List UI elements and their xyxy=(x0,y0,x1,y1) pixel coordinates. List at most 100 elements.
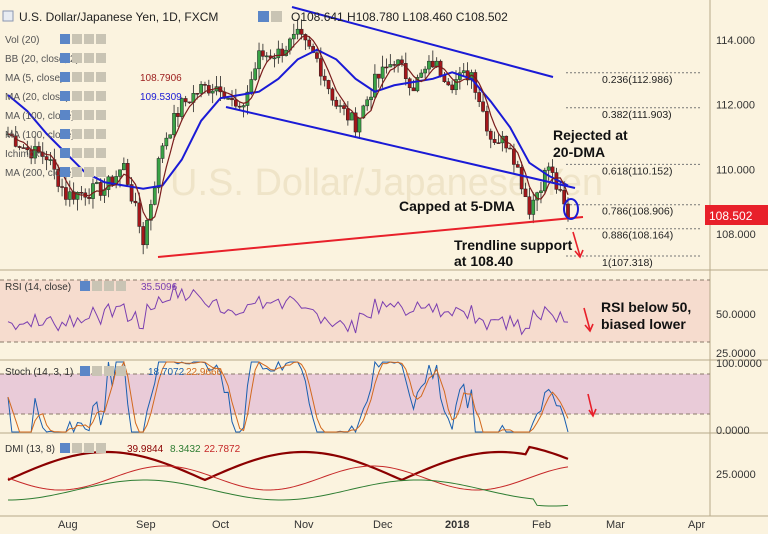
dmi-tool-icons[interactable] xyxy=(60,443,106,453)
candle-body xyxy=(245,91,250,106)
legend-tool-icon[interactable] xyxy=(72,72,82,82)
candle-body xyxy=(160,145,165,159)
candle-body xyxy=(527,196,532,215)
legend-tool-icon[interactable] xyxy=(96,34,106,44)
candle-body xyxy=(295,28,300,35)
legend-tool-icon[interactable] xyxy=(72,129,82,139)
legend-tool-icon[interactable] xyxy=(96,91,106,101)
legend-tool-icon[interactable] xyxy=(84,91,94,101)
candle-body xyxy=(156,158,161,189)
collapse-icon[interactable] xyxy=(2,10,14,22)
candle-body xyxy=(496,142,501,144)
candle-body xyxy=(237,105,242,108)
candle-body xyxy=(523,188,528,198)
candle-body xyxy=(365,99,370,107)
candle-body xyxy=(376,73,381,79)
legend-label: Vol (20) xyxy=(5,35,39,46)
candle-body xyxy=(415,77,420,92)
candle-body xyxy=(515,164,520,168)
stoch-tool-icons[interactable] xyxy=(80,366,126,376)
legend-tool-icon[interactable] xyxy=(72,148,82,158)
candle-body xyxy=(118,169,122,177)
legend-tool-icon[interactable] xyxy=(84,34,94,44)
candle-body xyxy=(342,105,346,109)
dmi-value-2: 8.3432 xyxy=(170,444,201,455)
highlight-circle xyxy=(563,198,579,220)
channel-lower-line xyxy=(225,106,576,189)
candle-body xyxy=(291,33,296,40)
rsi-tool-icons[interactable] xyxy=(80,281,126,291)
candle-body xyxy=(307,39,312,47)
legend-tool-icon[interactable] xyxy=(84,167,94,177)
legend-tool-icon[interactable] xyxy=(84,72,94,82)
legend-tool-icon[interactable] xyxy=(60,110,70,120)
stoch-k-value: 18.7072 xyxy=(148,367,185,378)
candle-body xyxy=(133,200,138,204)
candle-body xyxy=(48,159,53,161)
fib-level-label: 0.886(108.164) xyxy=(602,230,673,242)
legend-tool-icon[interactable] xyxy=(96,167,106,177)
legend-tool-icon[interactable] xyxy=(72,110,82,120)
candle-body xyxy=(477,92,482,103)
legend-value: 109.5309 xyxy=(140,92,182,103)
legend-tool-icon[interactable] xyxy=(84,53,94,63)
candle-body xyxy=(183,98,188,103)
legend-tool-icon[interactable] xyxy=(96,110,106,120)
current-price-tag xyxy=(705,205,768,225)
candle-body xyxy=(187,101,192,104)
legend-tool-icon[interactable] xyxy=(96,129,106,139)
legend-tool-icon[interactable] xyxy=(96,53,106,63)
legend-label: BB (20, close, 2) xyxy=(5,54,79,65)
time-tick-label: Oct xyxy=(212,519,229,531)
fib-level-label: 0.786(108.906) xyxy=(602,206,673,218)
candle-body xyxy=(203,84,207,86)
dmi-plus-path xyxy=(7,465,569,491)
candle-body xyxy=(67,191,72,200)
legend-tool-icon[interactable] xyxy=(72,34,82,44)
candle-body xyxy=(17,146,22,148)
time-tick-label: Feb xyxy=(532,519,551,531)
candle-body xyxy=(253,68,258,80)
candle-body xyxy=(272,57,277,60)
candle-body xyxy=(550,166,555,173)
legend-tool-icon[interactable] xyxy=(60,148,70,158)
legend-tool-icon[interactable] xyxy=(84,110,94,120)
candle-body xyxy=(400,59,404,64)
candle-body xyxy=(303,34,308,41)
candle-body xyxy=(315,52,319,59)
rsi-value: 35.5096 xyxy=(141,282,178,293)
candle-body xyxy=(249,79,254,93)
fib-level-label: 0.236(112.986) xyxy=(602,74,672,86)
legend-tool-icon[interactable] xyxy=(60,167,70,177)
legend-tool-icon[interactable] xyxy=(96,148,106,158)
legend-tool-icon[interactable] xyxy=(60,129,70,139)
legend-tool-icon[interactable] xyxy=(60,72,70,82)
legend-tool-icon[interactable] xyxy=(60,34,70,44)
legend-tool-icon[interactable] xyxy=(96,72,106,82)
candle-body xyxy=(71,191,76,200)
candle-body xyxy=(512,148,516,165)
candle-body xyxy=(152,187,157,205)
annotation-capped: Capped at 5-DMA xyxy=(399,198,515,214)
legend-tool-icon[interactable] xyxy=(72,91,82,101)
stoch-d-path xyxy=(7,360,569,433)
legend-tool-icon[interactable] xyxy=(72,167,82,177)
header-tool-icons[interactable] xyxy=(258,11,282,22)
legend-tool-icon[interactable] xyxy=(72,53,82,63)
candle-body xyxy=(318,58,323,77)
fib-level-label: 0.618(110.152) xyxy=(602,165,672,177)
candle-body xyxy=(141,226,146,246)
ma20-line xyxy=(7,48,569,190)
legend-tool-icon[interactable] xyxy=(84,148,94,158)
candle-body xyxy=(488,130,493,140)
legend-tool-icon[interactable] xyxy=(84,129,94,139)
legend-tool-icon[interactable] xyxy=(60,53,70,63)
legend-tool-icon[interactable] xyxy=(60,91,70,101)
candle-body xyxy=(519,167,524,190)
candle-body xyxy=(558,189,563,191)
candle-body xyxy=(172,113,176,135)
indicator-legend: Vol (20) BB (20, close, 2) MA (5, close) 10… xyxy=(5,34,182,179)
candle-body xyxy=(149,204,153,221)
dmi-lines xyxy=(7,445,569,507)
candle-body xyxy=(210,90,215,94)
